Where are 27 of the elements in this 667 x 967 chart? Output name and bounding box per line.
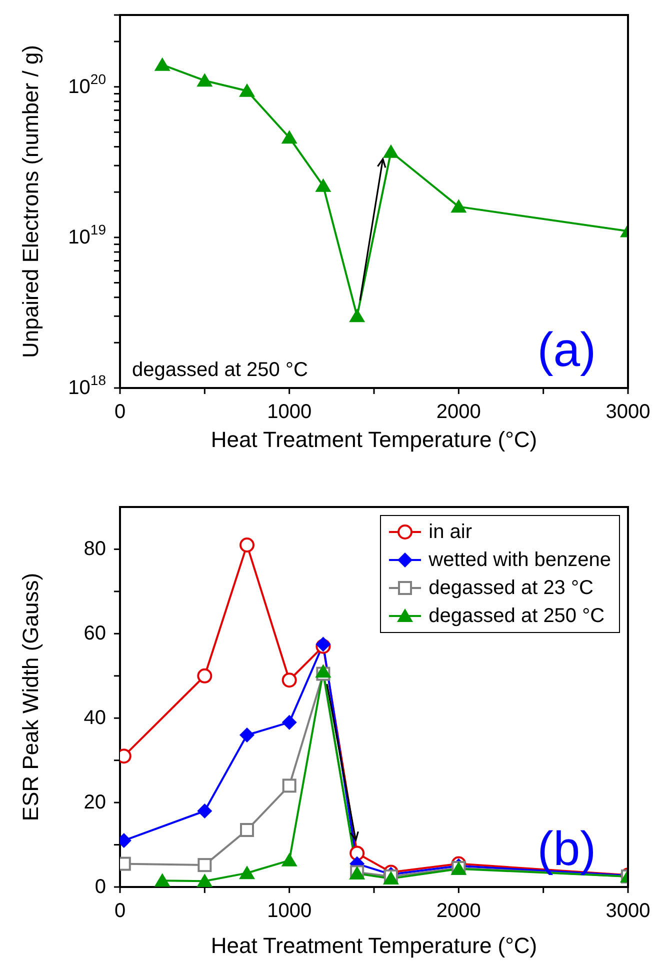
legend-label: degassed at 23 °C [428, 576, 594, 601]
y-axis-title: ESR Peak Width (Gauss) [18, 572, 43, 822]
y-tick-label: 0 [94, 876, 106, 898]
x-tick-label: 2000 [436, 400, 481, 423]
y-axis-title: Unpaired Electrons (number / g) [18, 44, 43, 358]
x-tick-label: 3000 [606, 900, 650, 922]
x-tick-label: 0 [114, 900, 126, 922]
y-tick-label: 40 [84, 707, 106, 730]
legend-label: wetted with benzene [428, 548, 611, 573]
x-tick-label: 1000 [267, 900, 312, 922]
x-tick-label: 0 [114, 400, 126, 423]
y-tick-label: 10$^{20}$ [68, 70, 106, 98]
annotation: degassed at 250 °C [132, 359, 308, 382]
annotation: (a) [537, 323, 596, 378]
x-tick-label: 1000 [267, 400, 312, 423]
x-tick-label: 2000 [436, 900, 481, 922]
x-axis-title: Heat Treatment Temperature (°C) [210, 933, 538, 958]
y-tick-label: 10$^{18}$ [68, 372, 106, 399]
y-tick-label: 60 [84, 622, 106, 645]
legend-label: degassed at 250 °C [428, 604, 605, 629]
y-tick-label: 80 [84, 538, 106, 560]
y-tick-label: 20 [84, 792, 106, 814]
y-tick-label: 10$^{19}$ [68, 221, 106, 248]
legend-label: in air [428, 520, 472, 545]
annotation: (b) [537, 822, 596, 877]
x-tick-label: 3000 [606, 400, 650, 423]
x-axis-title: Heat Treatment Temperature (°C) [210, 427, 538, 452]
